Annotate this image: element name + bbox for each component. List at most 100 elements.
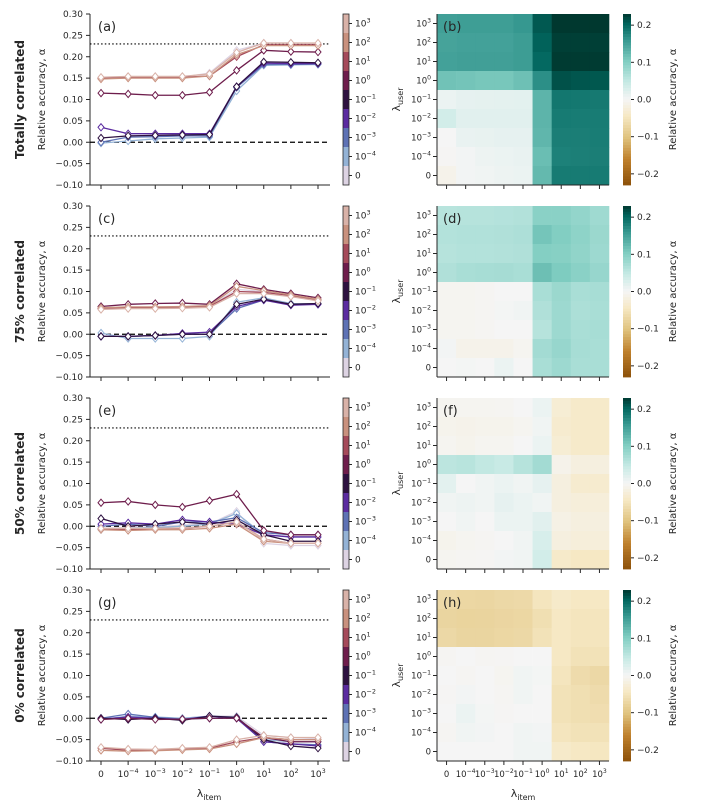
heatmap-cell bbox=[513, 628, 533, 648]
heatmap-cell bbox=[551, 71, 572, 91]
colorbar-segment bbox=[623, 449, 631, 453]
colorbar-segment bbox=[623, 749, 631, 753]
heatmap-cell bbox=[456, 455, 476, 475]
heat-y-axis-label: λuser bbox=[390, 279, 405, 304]
heat-y-tick-label: 101 bbox=[416, 440, 431, 452]
heatmap-cell bbox=[456, 474, 476, 494]
heatmap-cell bbox=[456, 609, 476, 629]
colorbar-segment bbox=[623, 452, 631, 456]
heatmap-cell bbox=[532, 666, 552, 686]
colorbar-segment bbox=[623, 90, 631, 95]
colorbar-segment bbox=[623, 357, 631, 361]
legend-swatch bbox=[343, 455, 349, 474]
heatmap-cell bbox=[551, 244, 572, 264]
colorbar-tick-label: 0.0 bbox=[637, 480, 652, 490]
colorbar-tick-label: −0.2 bbox=[637, 170, 659, 180]
y-axis-label: Relative accuracy, α bbox=[37, 48, 48, 150]
heat-y-tick-label: 102 bbox=[416, 229, 431, 241]
heatmap-cell bbox=[532, 339, 552, 359]
heatmap-cell bbox=[475, 628, 495, 648]
heatmap-cell bbox=[475, 109, 495, 129]
data-point bbox=[287, 530, 295, 540]
colorbar-segment bbox=[623, 182, 631, 186]
heatmap-cell bbox=[456, 147, 476, 167]
y-tick-label: 0.10 bbox=[63, 288, 83, 298]
data-point bbox=[314, 733, 322, 742]
heatmap-cell bbox=[475, 512, 495, 532]
legend-label: 101 bbox=[355, 247, 371, 260]
heatmap-cell bbox=[532, 417, 552, 437]
colorbar-segment bbox=[623, 509, 631, 513]
heat-x-tick-label: 10−3 bbox=[475, 768, 495, 780]
colorbar-segment bbox=[623, 243, 631, 247]
colorbar-tick-label: 0.2 bbox=[637, 405, 651, 415]
colorbar-segment bbox=[623, 483, 631, 487]
heatmap-cell bbox=[551, 666, 572, 686]
legend-swatch bbox=[343, 263, 349, 282]
colorbar-segment bbox=[623, 661, 631, 665]
heatmap-cell bbox=[570, 609, 591, 629]
heatmap-cell bbox=[437, 609, 457, 629]
heatmap-cell bbox=[551, 417, 572, 437]
heatmap-cell bbox=[551, 206, 572, 226]
colorbar-segment bbox=[623, 51, 631, 55]
data-point bbox=[287, 292, 295, 302]
data-point bbox=[232, 66, 241, 75]
x-tick-label: 101 bbox=[256, 767, 272, 780]
colorbar-segment bbox=[623, 102, 631, 106]
legend-label: 101 bbox=[355, 439, 371, 452]
legend-label: 102 bbox=[355, 36, 371, 49]
heatmap-cell bbox=[532, 14, 552, 34]
heatmap-cell bbox=[494, 301, 514, 321]
panel-letter: (h) bbox=[443, 596, 461, 611]
colorbar-segment bbox=[623, 557, 631, 561]
heatmap-cell bbox=[551, 263, 572, 283]
colorbar-segment bbox=[623, 334, 631, 338]
colorbar-tick-label: 0.1 bbox=[637, 634, 651, 644]
colorbar-segment bbox=[623, 686, 631, 691]
colorbar-segment bbox=[623, 317, 631, 321]
colorbar-segment bbox=[623, 590, 631, 594]
lambda-user-legend: 0 10−4 10−3 10−2 10−1 100 101 102 103 bbox=[342, 13, 376, 186]
heatmap-cell bbox=[551, 282, 572, 302]
y-tick-label: 0.10 bbox=[63, 96, 83, 106]
colorbar-segment bbox=[623, 529, 631, 533]
heatmap-cell bbox=[494, 109, 514, 129]
colorbar-segment bbox=[623, 746, 631, 750]
data-point bbox=[97, 742, 105, 752]
heat-y-tick-label: 100 bbox=[416, 459, 431, 471]
data-point bbox=[287, 38, 295, 48]
legend-swatch bbox=[343, 704, 349, 723]
legend-swatch bbox=[343, 225, 349, 244]
heatmap-cell bbox=[570, 33, 591, 53]
heatmap-cell bbox=[475, 493, 495, 513]
lambda-user-legend: 0 10−4 10−3 10−2 10−1 100 101 102 103 bbox=[342, 205, 376, 378]
colorbar-segment bbox=[623, 45, 631, 49]
colorbar-segment bbox=[623, 302, 631, 307]
heatmap-cell bbox=[475, 33, 495, 53]
data-point bbox=[97, 524, 105, 533]
heat-y-tick-label: 102 bbox=[416, 613, 431, 625]
colorbar-segment bbox=[623, 758, 631, 762]
colorbar-tick-label: 0.1 bbox=[637, 442, 651, 452]
heatmap-cell bbox=[589, 666, 610, 686]
heatmap-cell bbox=[475, 742, 495, 762]
heatmap-cell bbox=[532, 358, 552, 378]
colorbar-segment bbox=[623, 729, 631, 733]
heatmap-cell bbox=[475, 685, 495, 705]
colorbar-segment bbox=[623, 116, 631, 120]
heatmap-cell bbox=[475, 474, 495, 494]
x-tick-label: 100 bbox=[229, 767, 245, 780]
heatmap-cell bbox=[437, 666, 457, 686]
colorbar-tick-label: 0.2 bbox=[637, 213, 651, 223]
data-point bbox=[124, 89, 132, 99]
colorbar-segment bbox=[623, 417, 631, 422]
colorbar-segment bbox=[623, 607, 631, 611]
heatmap-cell bbox=[494, 723, 514, 743]
heatmap-cell bbox=[513, 666, 533, 686]
data-point bbox=[151, 715, 159, 724]
heatmap-cell bbox=[494, 52, 514, 72]
data-point bbox=[314, 538, 322, 548]
heatmap-cell bbox=[494, 609, 514, 629]
panel-letter: (g) bbox=[98, 596, 116, 611]
